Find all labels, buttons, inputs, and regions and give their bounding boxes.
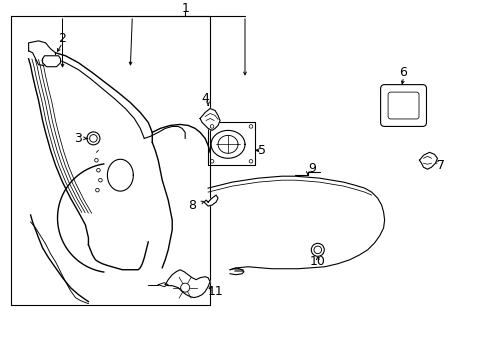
Text: 5: 5 (258, 144, 265, 157)
Text: 3: 3 (74, 132, 82, 145)
Text: 10: 10 (309, 255, 325, 268)
Polygon shape (29, 41, 56, 66)
Polygon shape (165, 270, 210, 298)
Text: 11: 11 (207, 285, 223, 298)
Text: 6: 6 (399, 66, 407, 79)
Text: 7: 7 (437, 159, 445, 172)
Text: 2: 2 (59, 32, 66, 45)
Text: 9: 9 (307, 162, 315, 175)
Text: 1: 1 (181, 3, 189, 15)
Text: 8: 8 (188, 199, 196, 212)
Circle shape (311, 243, 324, 256)
Polygon shape (200, 108, 220, 130)
Polygon shape (203, 195, 218, 206)
FancyBboxPatch shape (380, 85, 426, 126)
Polygon shape (419, 152, 437, 169)
FancyBboxPatch shape (387, 92, 418, 119)
Polygon shape (42, 56, 61, 67)
Text: 4: 4 (201, 92, 209, 105)
Circle shape (87, 132, 100, 145)
